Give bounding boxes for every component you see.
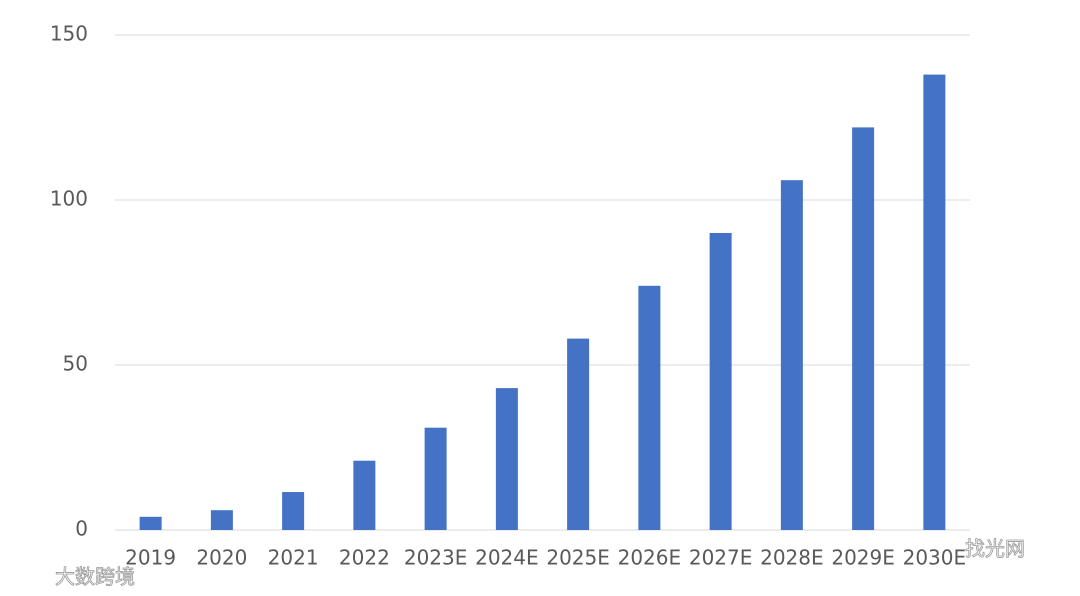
x-tick-label: 2026E [618, 546, 682, 570]
bar [567, 338, 590, 530]
y-tick-label: 150 [50, 22, 88, 46]
y-tick-label: 0 [75, 517, 88, 541]
bar [282, 492, 305, 530]
x-tick-label: 2020 [196, 546, 247, 570]
bar [923, 74, 946, 530]
bar [353, 460, 376, 530]
x-tick-label: 2030E [903, 546, 967, 570]
x-tick-label: 2022 [339, 546, 390, 570]
bar [638, 285, 661, 530]
y-tick-label: 50 [63, 352, 88, 376]
watermark: 大数跨境 [55, 565, 135, 589]
bar [852, 127, 875, 531]
bar [709, 233, 732, 530]
bar [139, 516, 162, 530]
x-tick-label: 2025E [546, 546, 610, 570]
x-tick-label: 2023E [404, 546, 468, 570]
x-tick-label: 2024E [475, 546, 539, 570]
bar [780, 180, 803, 530]
watermark: 找光网 [965, 537, 1025, 561]
x-tick-label: 2029E [831, 546, 895, 570]
bar [495, 388, 518, 530]
x-tick-label: 2027E [689, 546, 753, 570]
y-tick-label: 100 [50, 187, 88, 211]
x-tick-label: 2019 [125, 546, 176, 570]
x-tick-label: 2028E [760, 546, 824, 570]
bar [210, 510, 233, 530]
bar [424, 427, 447, 530]
x-tick-label: 2021 [268, 546, 319, 570]
